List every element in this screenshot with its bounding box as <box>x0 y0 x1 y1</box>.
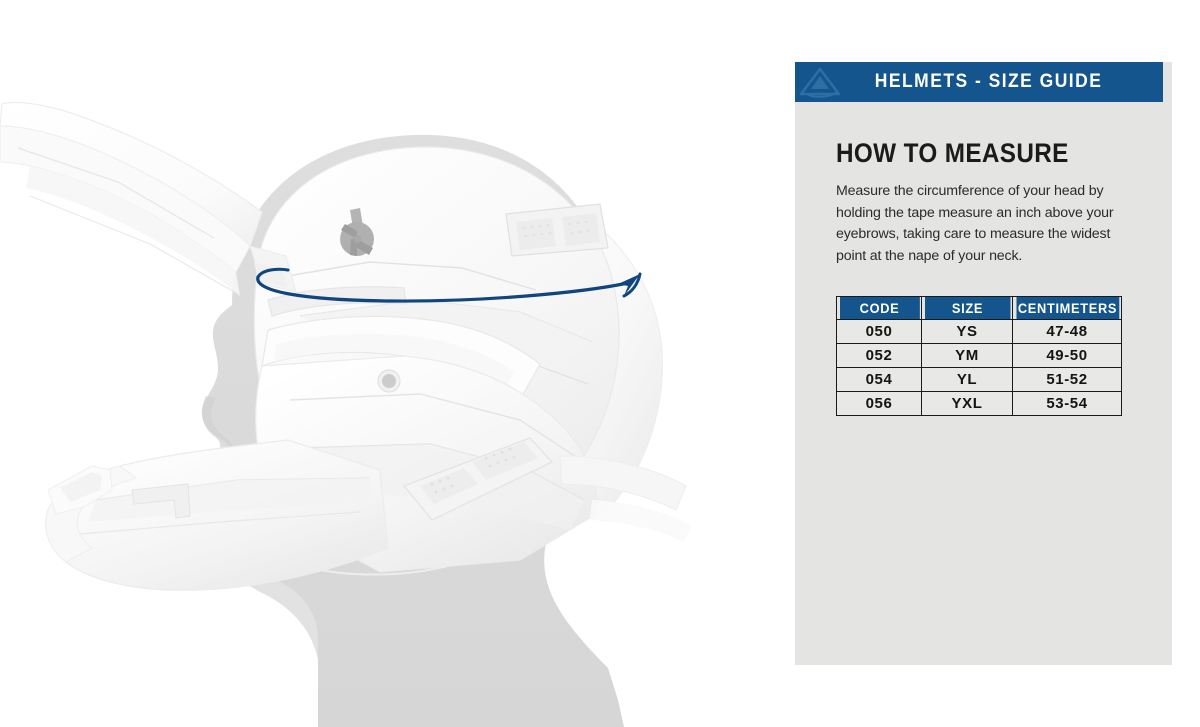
panel-title-bar: HELMETS - SIZE GUIDE <box>795 62 1163 102</box>
how-to-measure-heading: HOW TO MEASURE <box>836 138 1069 168</box>
cell-centimeters: 51-52 <box>1012 367 1122 392</box>
panel-title: HELMETS - SIZE GUIDE <box>874 71 1103 92</box>
table-row: 054 YL 51-52 <box>836 367 1122 392</box>
how-to-measure-block: HOW TO MEASURE Measure the circumference… <box>836 140 1136 267</box>
helmet-side-vent-icon <box>402 437 554 521</box>
how-to-measure-description: Measure the circumference of your head b… <box>836 183 1114 264</box>
cell-code: 054 <box>836 367 922 392</box>
visor-pivot-screw-icon <box>340 208 374 256</box>
cell-centimeters: 49-50 <box>1012 343 1122 368</box>
cell-code: 052 <box>836 343 922 368</box>
cell-code: 050 <box>836 319 922 344</box>
cell-code: 056 <box>836 391 922 416</box>
table-row: 052 YM 49-50 <box>836 343 1122 368</box>
motocross-helmet-illustration-icon <box>0 101 692 591</box>
size-guide-panel: HELMETS - SIZE GUIDE HOW TO MEASURE Meas… <box>795 62 1172 665</box>
acerbis-triangle-logo-icon <box>799 67 841 98</box>
helmet-top-vent-icon <box>505 203 609 257</box>
table-header-row: CODE SIZE CENTIMETERS <box>837 296 1122 320</box>
measuring-tape-loop-icon <box>256 267 642 303</box>
table-header-size: SIZE <box>923 296 1011 320</box>
table-header-code: CODE <box>838 296 920 320</box>
table-row: 056 YXL 53-54 <box>836 391 1122 416</box>
cell-centimeters: 47-48 <box>1012 319 1122 344</box>
table-header-centimeters: CENTIMETERS <box>1015 296 1119 320</box>
size-table: CODE SIZE CENTIMETERS 050 YS 47-48 052 Y… <box>836 296 1122 416</box>
table-row: 050 YS 47-48 <box>836 319 1122 344</box>
cell-size: YM <box>921 343 1013 368</box>
cell-size: YXL <box>921 391 1013 416</box>
cell-size: YL <box>921 367 1013 392</box>
cell-centimeters: 53-54 <box>1012 391 1122 416</box>
cell-size: YS <box>921 319 1013 344</box>
helmet-illustration <box>0 101 692 727</box>
